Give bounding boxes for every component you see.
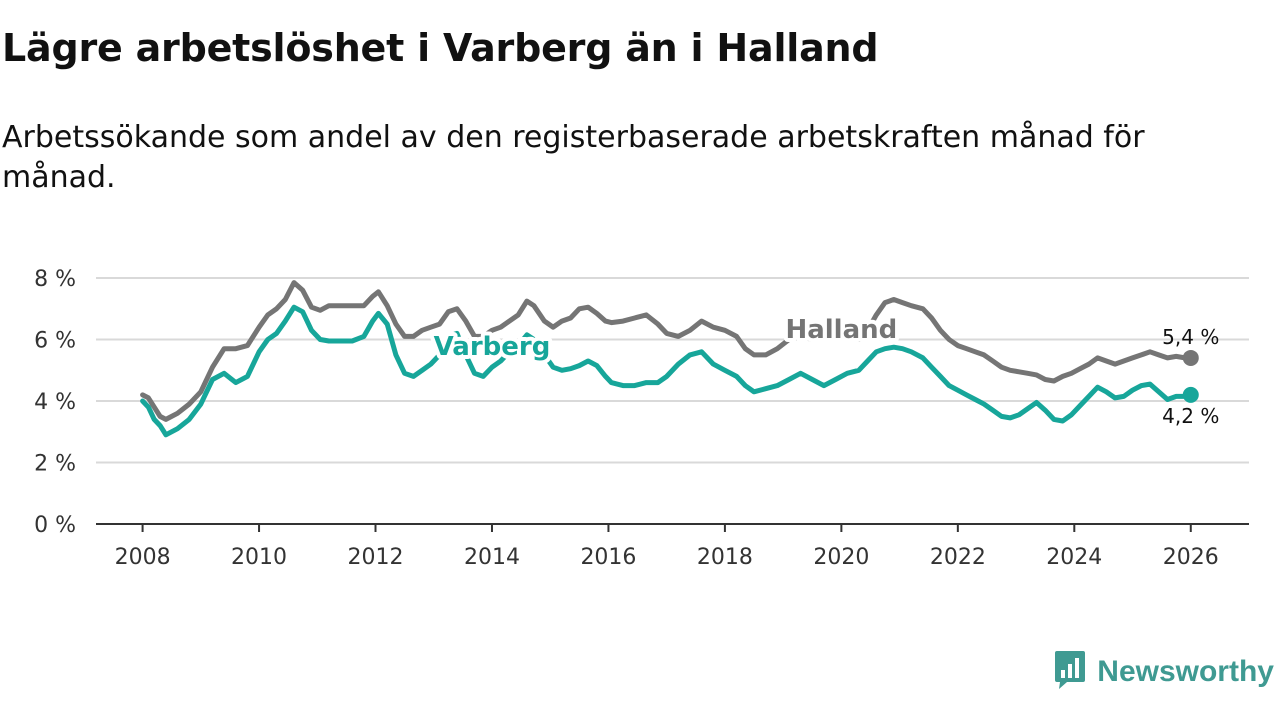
- brand-name: Newsworthy: [1097, 655, 1274, 688]
- axes: 0 % 2 % 4 % 6 % 8 % 2008 2010 2012 2014 2016 2018 2…: [34, 267, 1249, 570]
- x-tick-label: 2014: [464, 545, 520, 570]
- brand-logo: Newsworthy: [1053, 650, 1274, 694]
- y-tick-label: 8 %: [34, 267, 76, 292]
- x-tick-label: 2022: [930, 545, 986, 570]
- y-tick-label: 0 %: [34, 513, 76, 538]
- x-tick-label: 2016: [580, 545, 636, 570]
- x-tick-label: 2018: [697, 545, 753, 570]
- x-tick-label: 2010: [231, 545, 287, 570]
- x-tick-label: 2012: [348, 545, 404, 570]
- x-tick-label: 2026: [1163, 545, 1219, 570]
- series-label-halland: Halland: [785, 315, 897, 345]
- end-label-varberg: 4,2 %: [1162, 404, 1219, 428]
- newsworthy-logo-icon: [1053, 650, 1087, 694]
- series-labels: 5,4 % Halland 4,2 % Varberg: [430, 311, 1220, 428]
- end-label-halland: 5,4 %: [1162, 325, 1219, 349]
- end-marker-varberg: [1182, 386, 1199, 403]
- gridlines: [96, 277, 1249, 464]
- x-tick-label: 2020: [813, 545, 869, 570]
- x-tick-label: 2008: [115, 545, 171, 570]
- series-lines: [140, 280, 1199, 438]
- y-tick-label: 4 %: [34, 390, 76, 415]
- y-tick-label: 2 %: [34, 452, 76, 477]
- series-line-halland: [140, 280, 1194, 422]
- chart-subtitle: Arbetssökande som andel av den registerb…: [2, 120, 1145, 195]
- x-tick-label: 2024: [1046, 545, 1102, 570]
- chart-title: Lägre arbetslöshet i Varberg än i Hallan…: [2, 26, 879, 70]
- end-marker-halland: [1182, 349, 1199, 366]
- series-label-varberg: Varberg: [434, 332, 551, 362]
- series-line-varberg: [140, 304, 1194, 438]
- y-tick-label: 6 %: [34, 329, 76, 354]
